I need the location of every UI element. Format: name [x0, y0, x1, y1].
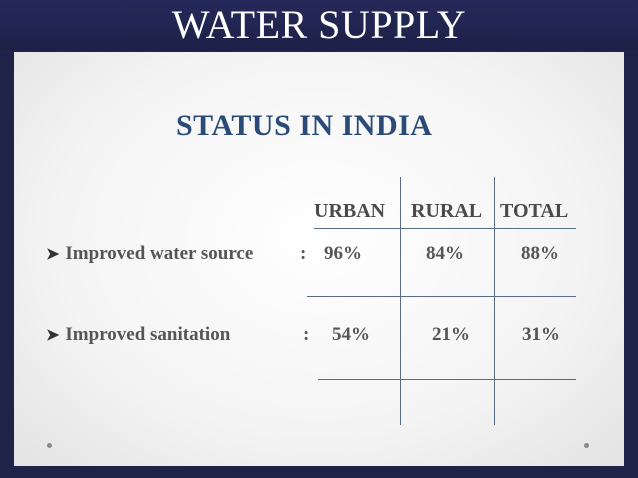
decorative-dot [584, 443, 589, 448]
table-cell-rural: 21% [432, 324, 470, 345]
row-label-text: Improved sanitation [65, 324, 231, 345]
table-row-label: ➤ Improved sanitation [46, 324, 230, 346]
decorative-dot [47, 443, 52, 448]
column-header-total: TOTAL [500, 200, 569, 222]
row-colon: : [303, 324, 310, 345]
arrow-bullet-icon: ➤ [46, 246, 60, 263]
table-cell-urban: 54% [332, 324, 370, 345]
grid-line-vertical [400, 177, 401, 425]
column-header-rural: RURAL [411, 200, 483, 222]
grid-line-horizontal [307, 296, 576, 297]
table-cell-total: 31% [522, 324, 560, 345]
table-cell-rural: 84% [426, 243, 464, 264]
slide-title: WATER SUPPLY [171, 2, 467, 47]
slide-panel: STATUS IN INDIA URBAN RURAL TOTAL ➤ Impro… [14, 52, 624, 466]
column-header-urban: URBAN [314, 200, 386, 222]
table-cell-urban: 96% [324, 243, 362, 264]
table-row-label: ➤ Improved water source [46, 243, 253, 265]
row-colon: : [300, 243, 307, 264]
title-bar: WATER SUPPLY [0, 0, 638, 50]
arrow-bullet-icon: ➤ [46, 327, 60, 344]
table-cell-total: 88% [521, 243, 559, 264]
grid-line-horizontal [314, 228, 576, 229]
row-label-text: Improved water source [65, 243, 254, 264]
grid-line-vertical [494, 177, 495, 425]
section-heading: STATUS IN INDIA [176, 109, 433, 142]
grid-line-horizontal [318, 379, 576, 380]
